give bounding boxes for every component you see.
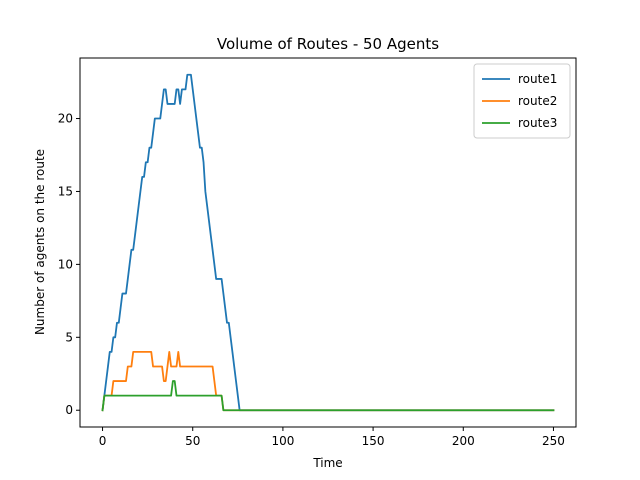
y-tick-label: 0 [65,403,73,417]
y-tick-label: 5 [65,330,73,344]
x-tick-label: 150 [362,434,385,448]
plot-area-frame [79,57,577,428]
legend-label-route3: route3 [518,116,557,130]
x-tick-label: 100 [271,434,294,448]
chart-title: Volume of Routes - 50 Agents [217,35,439,53]
x-tick-label: 250 [542,434,565,448]
legend-box [473,63,571,139]
series-line-route2 [101,350,555,412]
x-tick-label: 0 [99,434,107,448]
x-axis-label: Time [312,456,342,470]
x-tick-label: 200 [452,434,475,448]
legend-label-route2: route2 [518,94,557,108]
x-axis-ticks: 0 50 100 150 200 250 [99,427,565,448]
legend-label-route1: route1 [518,72,557,86]
series-line-route3 [101,380,555,412]
y-axis-ticks: 0 5 10 15 20 [58,112,80,417]
y-axis-label: Number of agents on the route [33,149,47,335]
y-tick-label: 20 [58,112,73,126]
x-tick-label: 50 [185,434,200,448]
series-line-route1 [101,73,555,412]
axes-frame [79,57,577,428]
legend: route1 route2 route3 [473,63,571,139]
plot-lines [101,73,555,412]
y-tick-label: 15 [58,184,73,198]
y-tick-label: 10 [58,257,73,271]
